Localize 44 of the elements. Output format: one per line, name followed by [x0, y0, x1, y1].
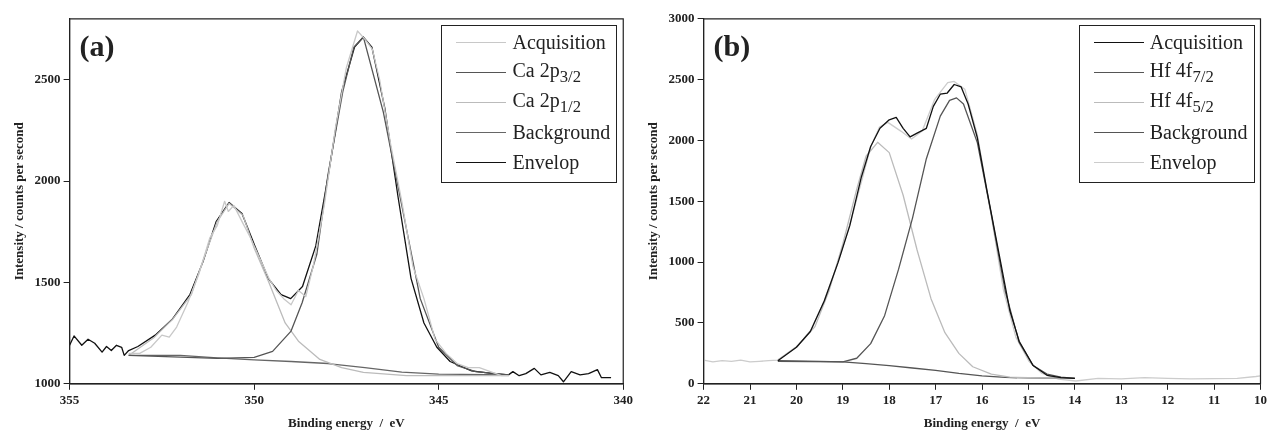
y-axis-title: Intensity / counts per second: [645, 121, 661, 281]
x-tick-label: 11: [1207, 391, 1221, 407]
annotation: (a): [79, 28, 115, 63]
legend-label: Hf 4f$_{5/2}$: [1149, 88, 1214, 117]
x-tick-label: 355: [59, 391, 80, 407]
x-tick-label: 12: [1161, 391, 1175, 407]
y-tick-label: 500: [675, 314, 695, 330]
y-axis-title: Intensity / counts per second: [11, 121, 27, 281]
y-tick-label: 1000: [668, 253, 695, 269]
y-tick-label: 2500: [34, 70, 61, 86]
legend-label: Envelop: [512, 151, 580, 175]
x-tick-label: 21: [743, 391, 757, 407]
x-tick-label: 15: [1021, 391, 1036, 407]
legend-label: Ca 2p$_{1/2}$: [512, 88, 581, 117]
legend-label: Acquisition: [1149, 31, 1244, 55]
x-tick-label: 340: [613, 391, 633, 407]
x-tick-label: 13: [1114, 391, 1129, 407]
x-tick-label: 350: [244, 391, 264, 407]
legend-label: Acquisition: [512, 31, 606, 55]
legend-label: Hf 4f$_{7/2}$: [1149, 58, 1214, 87]
x-axis-title: Binding energy / eV: [923, 414, 1041, 430]
x-tick-label: 20: [789, 391, 803, 407]
legend-label: Background: [512, 121, 611, 145]
x-tick-label: 14: [1068, 391, 1082, 407]
y-tick-label: 2000: [668, 131, 695, 147]
y-tick-label: 0: [688, 375, 695, 391]
x-axis-title: Binding energy / eV: [288, 414, 406, 430]
x-tick-label: 22: [697, 391, 711, 407]
legend-label: Background: [1149, 121, 1248, 145]
y-tick-label: 2000: [34, 172, 61, 188]
y-tick-label: 1000: [34, 375, 61, 391]
legend-label: Envelop: [1149, 151, 1217, 175]
legend-label: Ca 2p$_{3/2}$: [512, 58, 581, 87]
x-tick-label: 17: [929, 391, 943, 407]
x-tick-label: 18: [882, 391, 897, 407]
y-tick-label: 1500: [34, 273, 61, 289]
y-tick-label: 2500: [668, 70, 695, 86]
y-tick-label: 1500: [668, 192, 695, 208]
x-tick-label: 10: [1254, 391, 1267, 407]
annotation: (b): [713, 28, 751, 63]
x-tick-label: 16: [975, 391, 990, 407]
y-tick-label: 3000: [668, 10, 695, 26]
x-tick-label: 345: [428, 391, 449, 407]
x-tick-label: 19: [836, 391, 850, 407]
